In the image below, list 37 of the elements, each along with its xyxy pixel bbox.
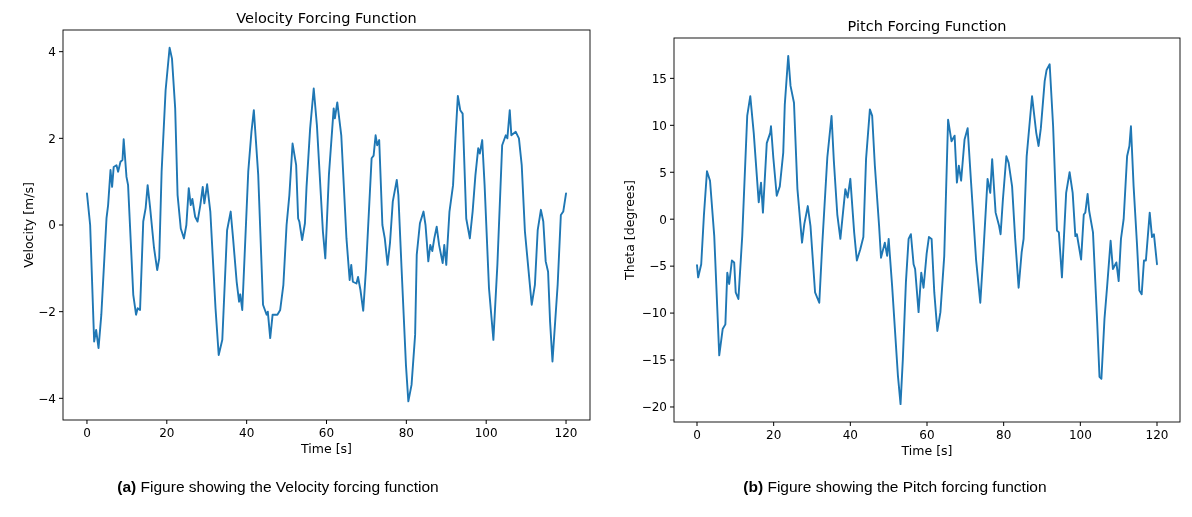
y-tick-label: −15 xyxy=(641,353,667,368)
x-axis-title: Time [s] xyxy=(300,441,352,456)
x-tick-label: 60 xyxy=(318,426,335,440)
x-tick-label: 100 xyxy=(474,426,498,440)
x-axis-title: Time [s] xyxy=(900,443,953,458)
line-series xyxy=(696,54,1158,406)
x-tick-label: 100 xyxy=(1068,428,1092,442)
x-tick-label: 20 xyxy=(766,428,782,442)
y-tick-label: 0 xyxy=(659,212,667,227)
y-tick-label: 4 xyxy=(48,44,56,59)
x-tick-label: 120 xyxy=(554,426,578,440)
text: (b) Figure showing the Pitch forcing function xyxy=(743,478,1047,495)
x-tick-label: 40 xyxy=(239,426,255,440)
y-axis-title: Theta [degrees] xyxy=(622,180,637,281)
chart-title: Velocity Forcing Function xyxy=(236,10,417,26)
x-tick-label: 0 xyxy=(83,426,91,440)
x-tick-label: 80 xyxy=(996,428,1012,442)
y-tick-label: 10 xyxy=(651,118,667,133)
line-series xyxy=(86,46,567,403)
text: (a) Figure showing the Velocity forcing function xyxy=(117,478,439,495)
x-tick-label: 80 xyxy=(398,426,414,440)
y-tick-label: −5 xyxy=(649,259,667,274)
x-tick-label: 120 xyxy=(1145,428,1169,442)
y-axis-title: Velocity [m/s] xyxy=(21,182,36,268)
x-tick-label: 20 xyxy=(159,426,175,440)
chart-title: Pitch Forcing Function xyxy=(847,18,1007,34)
y-tick-label: −4 xyxy=(38,391,56,406)
y-tick-label: 5 xyxy=(659,165,667,180)
y-tick-label: −10 xyxy=(641,306,667,321)
x-tick-label: 60 xyxy=(919,428,935,442)
y-tick-label: 15 xyxy=(651,71,667,86)
x-tick-label: 40 xyxy=(842,428,858,442)
y-tick-label: 2 xyxy=(48,131,56,146)
y-tick-label: −20 xyxy=(641,400,667,415)
x-tick-label: 0 xyxy=(693,428,701,442)
y-tick-label: 0 xyxy=(48,218,56,233)
y-tick-label: −2 xyxy=(38,304,56,319)
